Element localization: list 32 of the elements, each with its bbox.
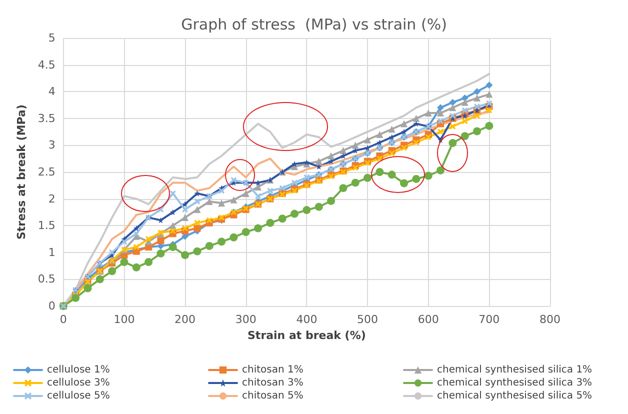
y-tick-label: 2 [48, 192, 56, 206]
x-axis-title: Strain at break (%) [248, 329, 366, 342]
legend-label: chemical synthesised silica 1% [437, 364, 592, 376]
y-tick-label: 5 [48, 32, 56, 44]
x-tick-label: 800 [540, 313, 560, 326]
y-tick-label: 1 [48, 246, 56, 259]
x-tick-label: 500 [357, 313, 378, 326]
x-tick-label: 200 [174, 313, 196, 326]
legend-label: chemical synthesised silica 5% [437, 390, 592, 402]
legend-label: chitosan 3% [242, 378, 304, 388]
legend-label: chitosan 5% [242, 390, 304, 402]
x-tick-label: 300 [235, 313, 256, 326]
y-tick-label: 4.5 [38, 58, 56, 72]
legend-label: cellulose 5% [47, 390, 110, 402]
chart-title: Graph of stress (MPa) vs strain (%) [181, 16, 447, 34]
y-tick-label: 1.5 [38, 219, 56, 232]
x-tick-label: 600 [418, 313, 439, 326]
x-tick-label: 700 [478, 313, 500, 326]
legend-label: chemical synthesised silica 3% [437, 378, 592, 388]
y-tick-label: 3 [48, 138, 56, 152]
legend-label: chitosan 1% [242, 364, 304, 376]
y-tick-label: 3.5 [38, 112, 56, 125]
y-tick-label: 0.5 [38, 272, 56, 286]
x-tick-label: 0 [60, 313, 67, 326]
legend-label: cellulose 3% [47, 378, 110, 388]
y-axis-title: Stress at break (MPa) [15, 104, 28, 240]
y-tick-label: 0 [48, 300, 56, 312]
x-tick-label: 100 [114, 313, 135, 326]
y-tick-label: 4 [48, 85, 56, 98]
y-tick-label: 2.5 [38, 166, 56, 178]
legend-label: cellulose 1% [47, 364, 110, 376]
x-tick-label: 400 [296, 313, 318, 326]
